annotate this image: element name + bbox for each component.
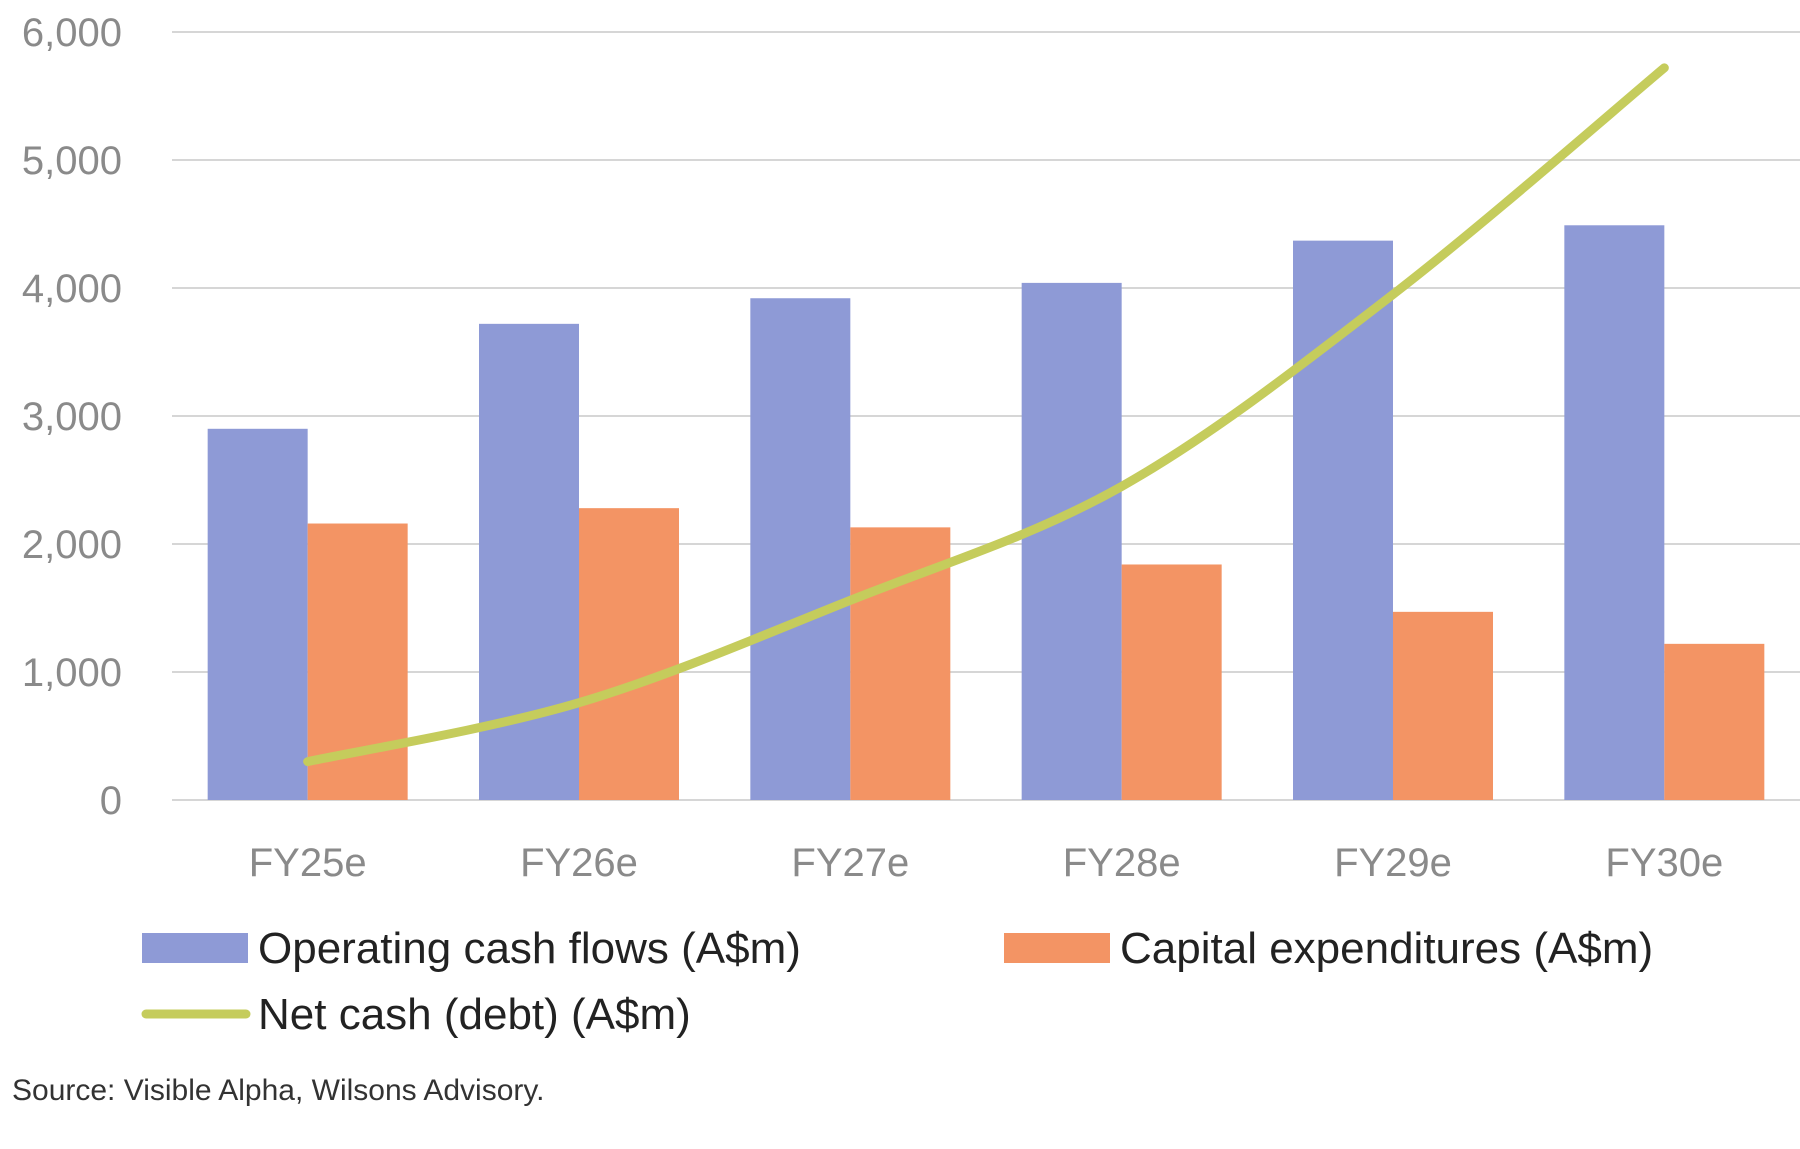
bar-operating-cash-flows bbox=[1293, 240, 1393, 800]
y-axis-ticks: 0 1,000 2,000 3,000 4,000 5,000 6,000 bbox=[22, 11, 122, 823]
lines bbox=[303, 63, 1669, 767]
bar-capital-expenditures bbox=[1121, 564, 1222, 800]
bar-operating-cash-flows bbox=[1564, 225, 1665, 800]
y-tick-label: 4,000 bbox=[22, 267, 122, 311]
legend-label-capital-expenditures: Capital expenditures (A$m) bbox=[1120, 924, 1653, 973]
y-tick-label: 1,000 bbox=[22, 651, 122, 695]
bar-operating-cash-flows bbox=[750, 298, 851, 800]
x-tick-label: FY26e bbox=[520, 841, 638, 885]
legend-label-operating-cash-flows: Operating cash flows (A$m) bbox=[258, 924, 801, 973]
x-tick-label: FY27e bbox=[791, 841, 909, 885]
bar-capital-expenditures bbox=[1393, 611, 1493, 800]
legend-label-net-cash-debt: Net cash (debt) (A$m) bbox=[258, 990, 691, 1039]
x-axis-ticks: FY25e FY26e FY27e FY28e FY29e FY30e bbox=[249, 841, 1724, 885]
y-tick-label: 0 bbox=[100, 779, 122, 823]
y-tick-label: 6,000 bbox=[22, 11, 122, 55]
bar-capital-expenditures bbox=[579, 508, 679, 800]
y-tick-label: 3,000 bbox=[22, 395, 122, 439]
y-tick-label: 5,000 bbox=[22, 139, 122, 183]
x-tick-label: FY28e bbox=[1063, 841, 1181, 885]
legend-swatch-operating-cash-flows bbox=[142, 933, 248, 963]
bar-operating-cash-flows bbox=[1021, 282, 1122, 800]
x-tick-label: FY25e bbox=[249, 841, 367, 885]
bar-operating-cash-flows bbox=[207, 428, 308, 800]
bar-capital-expenditures bbox=[1664, 643, 1765, 800]
x-tick-label: FY30e bbox=[1605, 841, 1723, 885]
line-net-cash-debt bbox=[303, 63, 1669, 767]
legend: Operating cash flows (A$m) Capital expend… bbox=[141, 924, 1653, 1039]
legend-swatch-capital-expenditures bbox=[1004, 933, 1110, 963]
x-tick-label: FY29e bbox=[1334, 841, 1452, 885]
source-note: Source: Visible Alpha, Wilsons Advisory. bbox=[12, 1074, 544, 1107]
y-tick-label: 2,000 bbox=[22, 523, 122, 567]
bars bbox=[207, 225, 1765, 800]
gridlines bbox=[172, 31, 1800, 801]
